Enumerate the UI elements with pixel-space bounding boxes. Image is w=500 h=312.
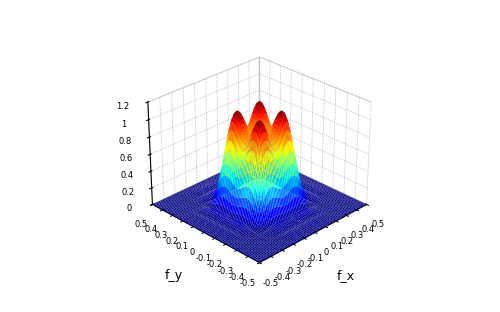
X-axis label: f_x: f_x [336, 269, 354, 282]
Y-axis label: f_y: f_y [164, 269, 182, 282]
